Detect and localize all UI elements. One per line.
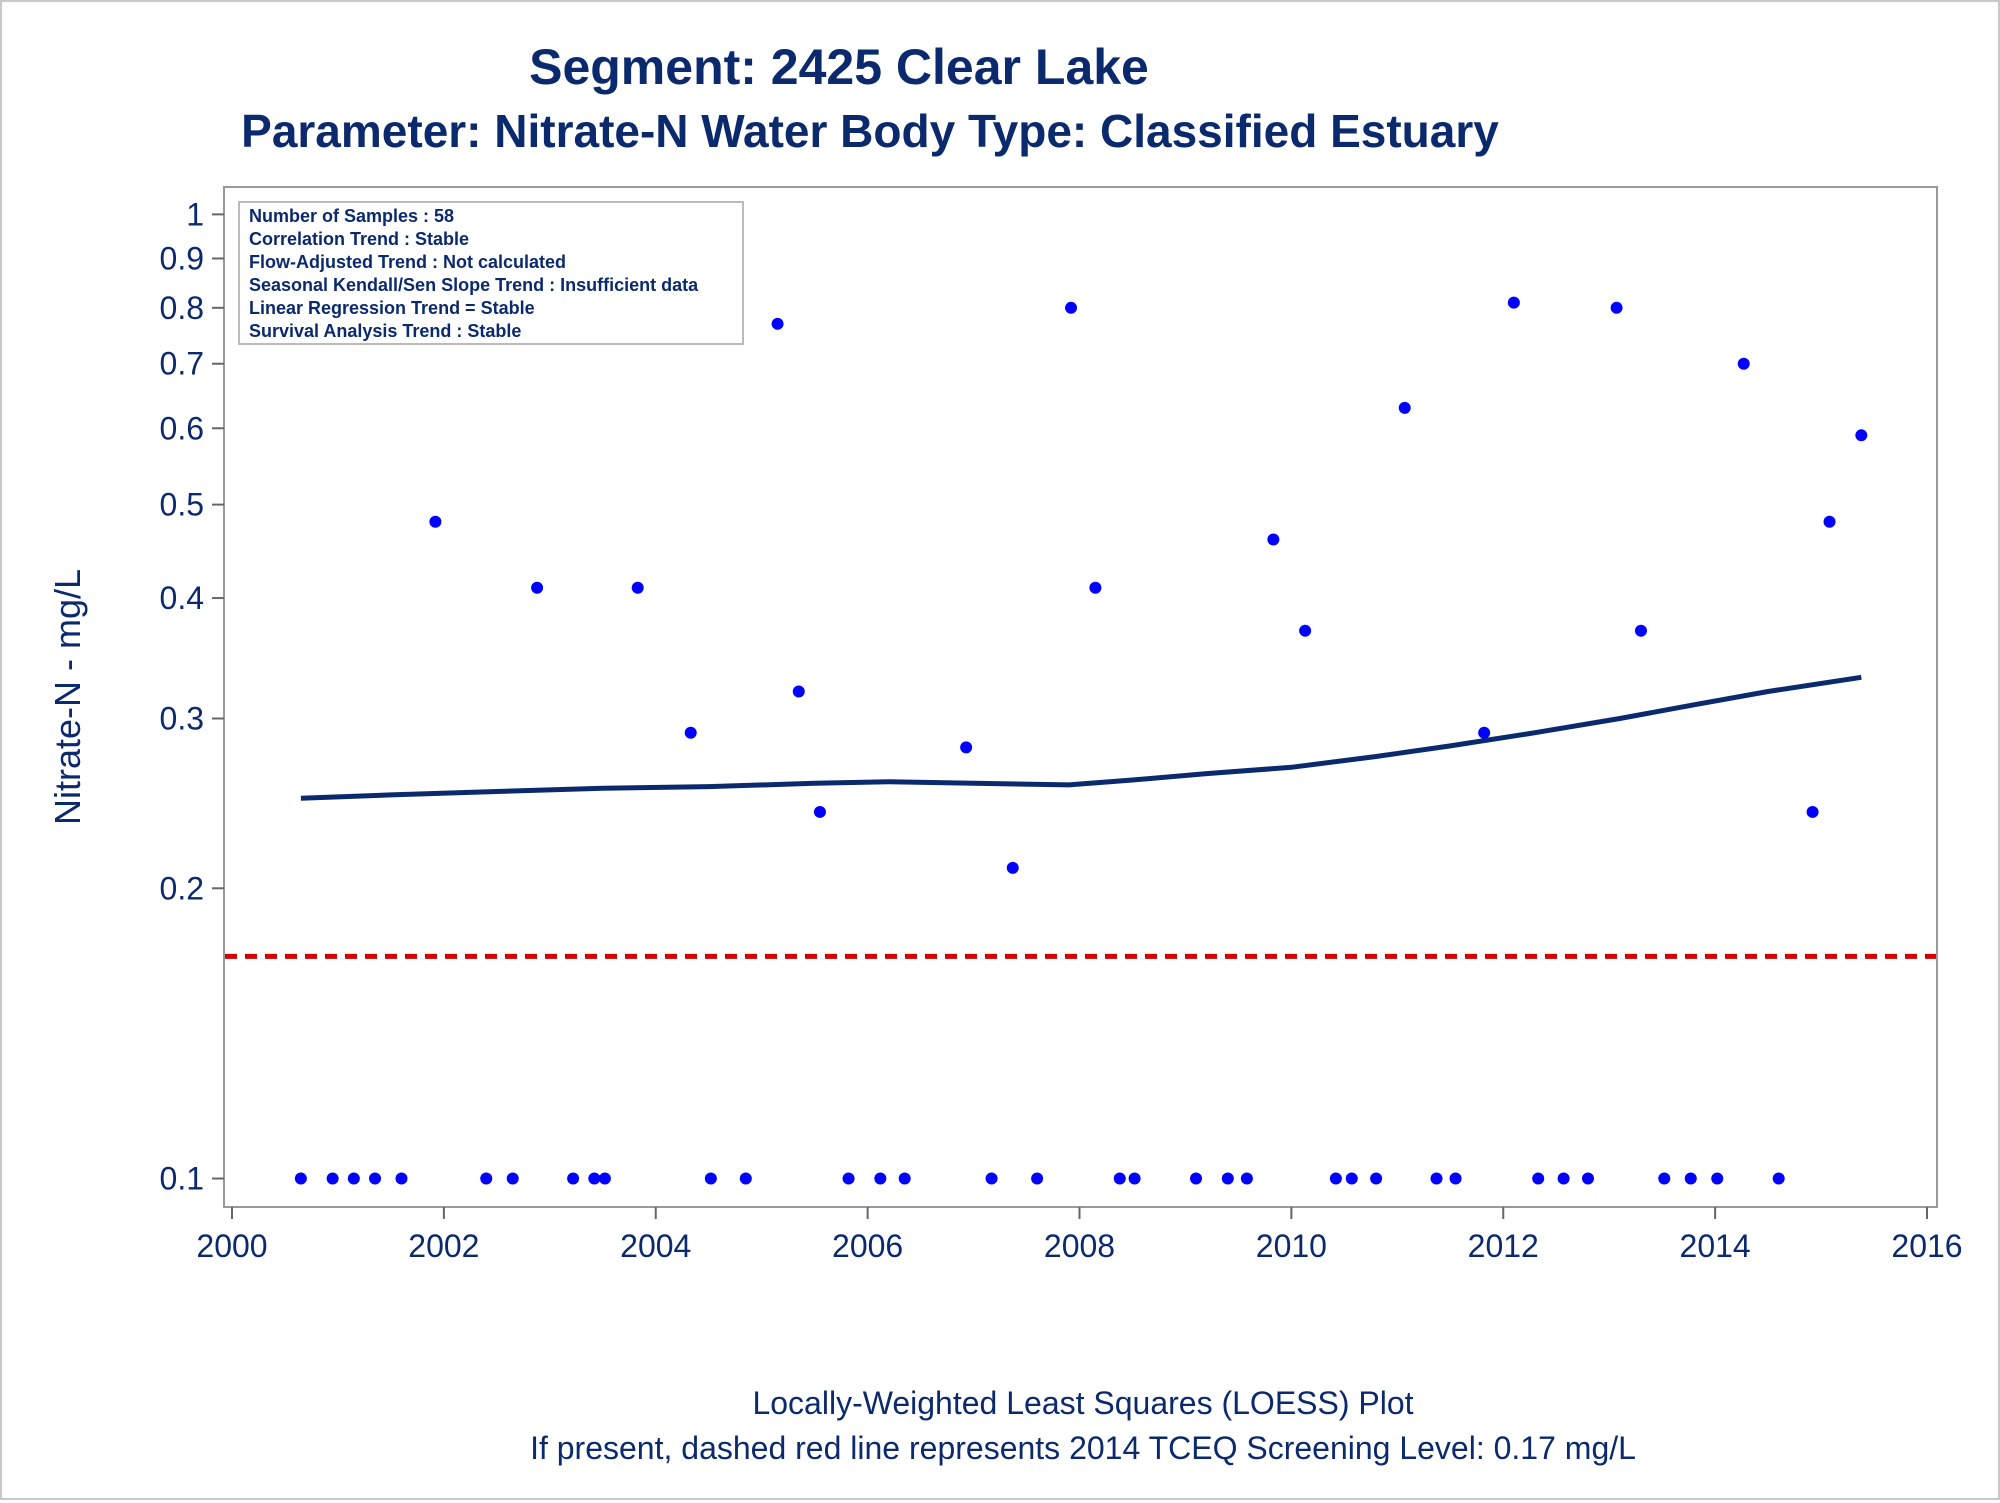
data-point	[739, 1172, 752, 1185]
data-point	[1065, 301, 1078, 314]
data-point	[1806, 805, 1819, 818]
x-tick-label: 2000	[196, 1228, 267, 1264]
data-point	[1634, 624, 1647, 637]
data-point	[1006, 861, 1019, 874]
data-point	[1031, 1172, 1044, 1185]
data-point	[1610, 301, 1623, 314]
data-point	[1113, 1172, 1126, 1185]
loess-layer	[300, 674, 1862, 801]
trend-summary-box: Number of Samples : 58 Correlation Trend…	[238, 201, 744, 345]
data-point	[1329, 1172, 1342, 1185]
data-point	[1582, 1172, 1594, 1185]
data-point	[480, 1172, 493, 1185]
summary-correlation-trend: Correlation Trend : Stable	[249, 229, 469, 249]
y-tick-label: 0.4	[160, 580, 204, 616]
data-point	[771, 317, 784, 330]
summary-flow-adjusted-trend: Flow-Adjusted Trend : Not calculated	[249, 252, 566, 272]
y-tick-label: 0.9	[160, 240, 204, 276]
data-point	[1267, 533, 1280, 546]
y-tick-label: 0.6	[160, 410, 204, 446]
data-point	[395, 1172, 408, 1185]
x-tick-label: 2014	[1680, 1228, 1751, 1264]
plot-area	[223, 186, 1938, 1208]
y-axis: 0.1 0.2 0.3 0.4 0.5 0.6 0.7 0.8 0.9 1	[160, 196, 224, 1197]
data-point	[531, 581, 544, 594]
summary-samples: Number of Samples : 58	[249, 206, 454, 226]
data-point	[874, 1172, 887, 1185]
data-point	[1557, 1172, 1570, 1185]
x-tick-label: 2012	[1468, 1228, 1539, 1264]
y-tick-label: 1	[186, 196, 204, 232]
data-point	[1089, 581, 1102, 594]
data-point	[567, 1172, 580, 1185]
data-point	[1128, 1172, 1141, 1185]
summary-seasonal-kendall-trend: Seasonal Kendall/Sen Slope Trend : Insuf…	[249, 275, 699, 295]
data-point	[588, 1172, 601, 1185]
data-point	[1823, 515, 1836, 528]
y-tick-label: 0.7	[160, 346, 204, 382]
y-tick-label: 0.8	[160, 290, 204, 326]
data-point	[1430, 1172, 1443, 1185]
data-point	[631, 581, 644, 594]
data-point	[1221, 1172, 1234, 1185]
data-point	[704, 1172, 717, 1185]
x-axis: 2000 2002 2004 2006 2008 2010 2012 2014 2016	[196, 1207, 1963, 1264]
data-point	[1772, 1172, 1785, 1185]
data-point	[1345, 1172, 1358, 1185]
chart-subtitle: Parameter: Nitrate-N Water Body Type: Cl…	[241, 105, 1499, 157]
data-point	[842, 1172, 855, 1185]
data-point	[1711, 1172, 1724, 1185]
data-point	[1398, 401, 1411, 414]
loess-curve	[300, 674, 1862, 801]
x-tick-label: 2008	[1044, 1228, 1115, 1264]
data-point	[1478, 726, 1491, 739]
data-point	[1684, 1172, 1697, 1185]
data-point	[1449, 1172, 1462, 1185]
data-point	[347, 1172, 360, 1185]
data-point	[1855, 429, 1868, 442]
y-tick-label: 0.1	[160, 1161, 204, 1197]
data-point	[1658, 1172, 1671, 1185]
data-point	[960, 741, 973, 754]
x-tick-label: 2010	[1256, 1228, 1327, 1264]
data-point	[598, 1172, 611, 1185]
y-axis-label: Nitrate-N - mg/L	[47, 569, 88, 825]
footnote-screening: If present, dashed red line represents 2…	[530, 1430, 1636, 1466]
data-point	[1737, 357, 1750, 370]
data-point	[294, 1172, 307, 1185]
data-point	[1532, 1172, 1545, 1185]
data-point	[985, 1172, 998, 1185]
chart-title: Segment: 2425 Clear Lake	[529, 39, 1149, 95]
footnote-loess: Locally-Weighted Least Squares (LOESS) P…	[752, 1385, 1413, 1421]
data-point	[898, 1172, 911, 1185]
data-point	[1370, 1172, 1383, 1185]
data-point	[684, 726, 697, 739]
summary-survival-analysis-trend: Survival Analysis Trend : Stable	[249, 321, 521, 341]
y-tick-label: 0.5	[160, 487, 204, 523]
data-point	[506, 1172, 519, 1185]
data-point	[1299, 624, 1312, 637]
data-point	[369, 1172, 382, 1185]
x-tick-label: 2006	[832, 1228, 903, 1264]
data-point	[1507, 296, 1520, 309]
points-layer	[294, 216, 1868, 1185]
x-tick-label: 2004	[620, 1228, 691, 1264]
x-tick-label: 2002	[408, 1228, 479, 1264]
data-point	[792, 685, 805, 698]
data-point	[326, 1172, 339, 1185]
x-tick-label: 2016	[1891, 1228, 1962, 1264]
y-tick-label: 0.2	[160, 870, 204, 906]
data-point	[429, 515, 442, 528]
summary-linear-regression-trend: Linear Regression Trend = Stable	[249, 298, 535, 318]
data-point	[1190, 1172, 1203, 1185]
data-point	[1240, 1172, 1253, 1185]
trend-summary-border	[238, 201, 744, 345]
data-point	[813, 805, 826, 818]
y-tick-label: 0.3	[160, 701, 204, 737]
